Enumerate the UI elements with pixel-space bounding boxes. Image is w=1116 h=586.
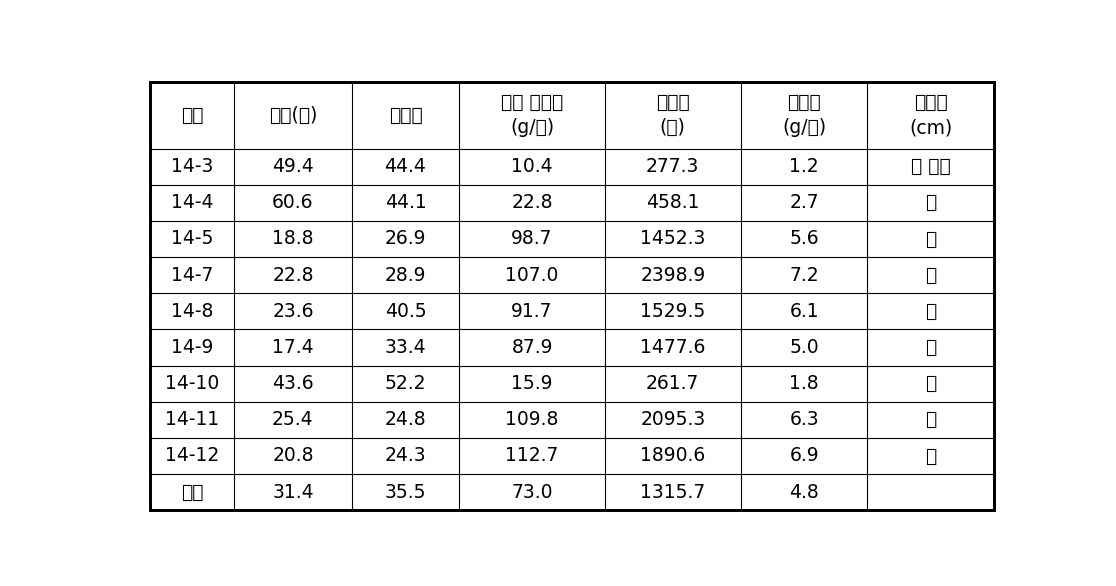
Text: 엽수(매): 엽수(매): [269, 105, 317, 125]
Text: 미 추대: 미 추대: [911, 157, 951, 176]
Text: 엽록소: 엽록소: [388, 105, 422, 125]
Text: 1529.5: 1529.5: [641, 302, 705, 321]
Text: 7.2: 7.2: [789, 265, 819, 285]
Text: 〃: 〃: [925, 193, 936, 212]
Text: 〃: 〃: [925, 374, 936, 393]
Text: 2095.3: 2095.3: [641, 410, 705, 430]
Text: 〃: 〃: [925, 302, 936, 321]
Text: 33.4: 33.4: [385, 338, 426, 357]
Text: 91.7: 91.7: [511, 302, 552, 321]
Text: 261.7: 261.7: [646, 374, 700, 393]
Text: 87.9: 87.9: [511, 338, 552, 357]
Text: 1.8: 1.8: [789, 374, 819, 393]
Text: 번호: 번호: [181, 105, 203, 125]
Text: 14-9: 14-9: [171, 338, 213, 357]
Text: 6.9: 6.9: [789, 447, 819, 465]
Text: 73.0: 73.0: [511, 483, 552, 502]
Text: 14-3: 14-3: [171, 157, 213, 176]
Text: 26.9: 26.9: [385, 230, 426, 248]
Text: 14-10: 14-10: [165, 374, 219, 393]
Text: 44.1: 44.1: [385, 193, 426, 212]
Text: 1315.7: 1315.7: [641, 483, 705, 502]
Text: 1.2: 1.2: [789, 157, 819, 176]
Text: 14-5: 14-5: [171, 230, 213, 248]
Text: 22.8: 22.8: [272, 265, 314, 285]
Text: 6.3: 6.3: [789, 410, 819, 430]
Text: 52.2: 52.2: [385, 374, 426, 393]
Text: 31.4: 31.4: [272, 483, 314, 502]
Text: 49.4: 49.4: [272, 157, 314, 176]
Text: 2398.9: 2398.9: [641, 265, 705, 285]
Text: 24.8: 24.8: [385, 410, 426, 430]
Text: 44.4: 44.4: [385, 157, 426, 176]
Text: 화경장
(cm): 화경장 (cm): [910, 93, 952, 137]
Text: 14-7: 14-7: [171, 265, 213, 285]
Text: 1890.6: 1890.6: [641, 447, 705, 465]
Text: 14-11: 14-11: [165, 410, 219, 430]
Text: 〃: 〃: [925, 265, 936, 285]
Text: 109.8: 109.8: [506, 410, 559, 430]
Text: 112.7: 112.7: [506, 447, 559, 465]
Text: 18.8: 18.8: [272, 230, 314, 248]
Text: 98.7: 98.7: [511, 230, 552, 248]
Text: 14-12: 14-12: [165, 447, 219, 465]
Text: 생체 지상부
(g/주): 생체 지상부 (g/주): [501, 93, 564, 137]
Text: 1452.3: 1452.3: [641, 230, 705, 248]
Text: 〃: 〃: [925, 230, 936, 248]
Text: 458.1: 458.1: [646, 193, 700, 212]
Text: 6.1: 6.1: [789, 302, 819, 321]
Text: 107.0: 107.0: [506, 265, 559, 285]
Text: 5.6: 5.6: [789, 230, 819, 248]
Text: 14-4: 14-4: [171, 193, 213, 212]
Text: 25.4: 25.4: [272, 410, 314, 430]
Text: 10.4: 10.4: [511, 157, 552, 176]
Text: 엽면적
(㎠): 엽면적 (㎠): [656, 93, 690, 137]
Text: 〃: 〃: [925, 338, 936, 357]
Text: 23.6: 23.6: [272, 302, 314, 321]
Text: 22.8: 22.8: [511, 193, 552, 212]
Text: 4.8: 4.8: [789, 483, 819, 502]
Text: 277.3: 277.3: [646, 157, 700, 176]
Text: 28.9: 28.9: [385, 265, 426, 285]
Text: 건물중
(g/주): 건물중 (g/주): [782, 93, 826, 137]
Text: 20.8: 20.8: [272, 447, 314, 465]
Text: 17.4: 17.4: [272, 338, 314, 357]
Text: 2.7: 2.7: [789, 193, 819, 212]
Text: 〃: 〃: [925, 447, 936, 465]
Text: 24.3: 24.3: [385, 447, 426, 465]
Text: 40.5: 40.5: [385, 302, 426, 321]
Text: 35.5: 35.5: [385, 483, 426, 502]
Text: 평균: 평균: [181, 483, 203, 502]
Text: 1477.6: 1477.6: [641, 338, 705, 357]
Text: 14-8: 14-8: [171, 302, 213, 321]
Text: 60.6: 60.6: [272, 193, 314, 212]
Text: 5.0: 5.0: [789, 338, 819, 357]
Text: 15.9: 15.9: [511, 374, 552, 393]
Text: 43.6: 43.6: [272, 374, 314, 393]
Text: 〃: 〃: [925, 410, 936, 430]
